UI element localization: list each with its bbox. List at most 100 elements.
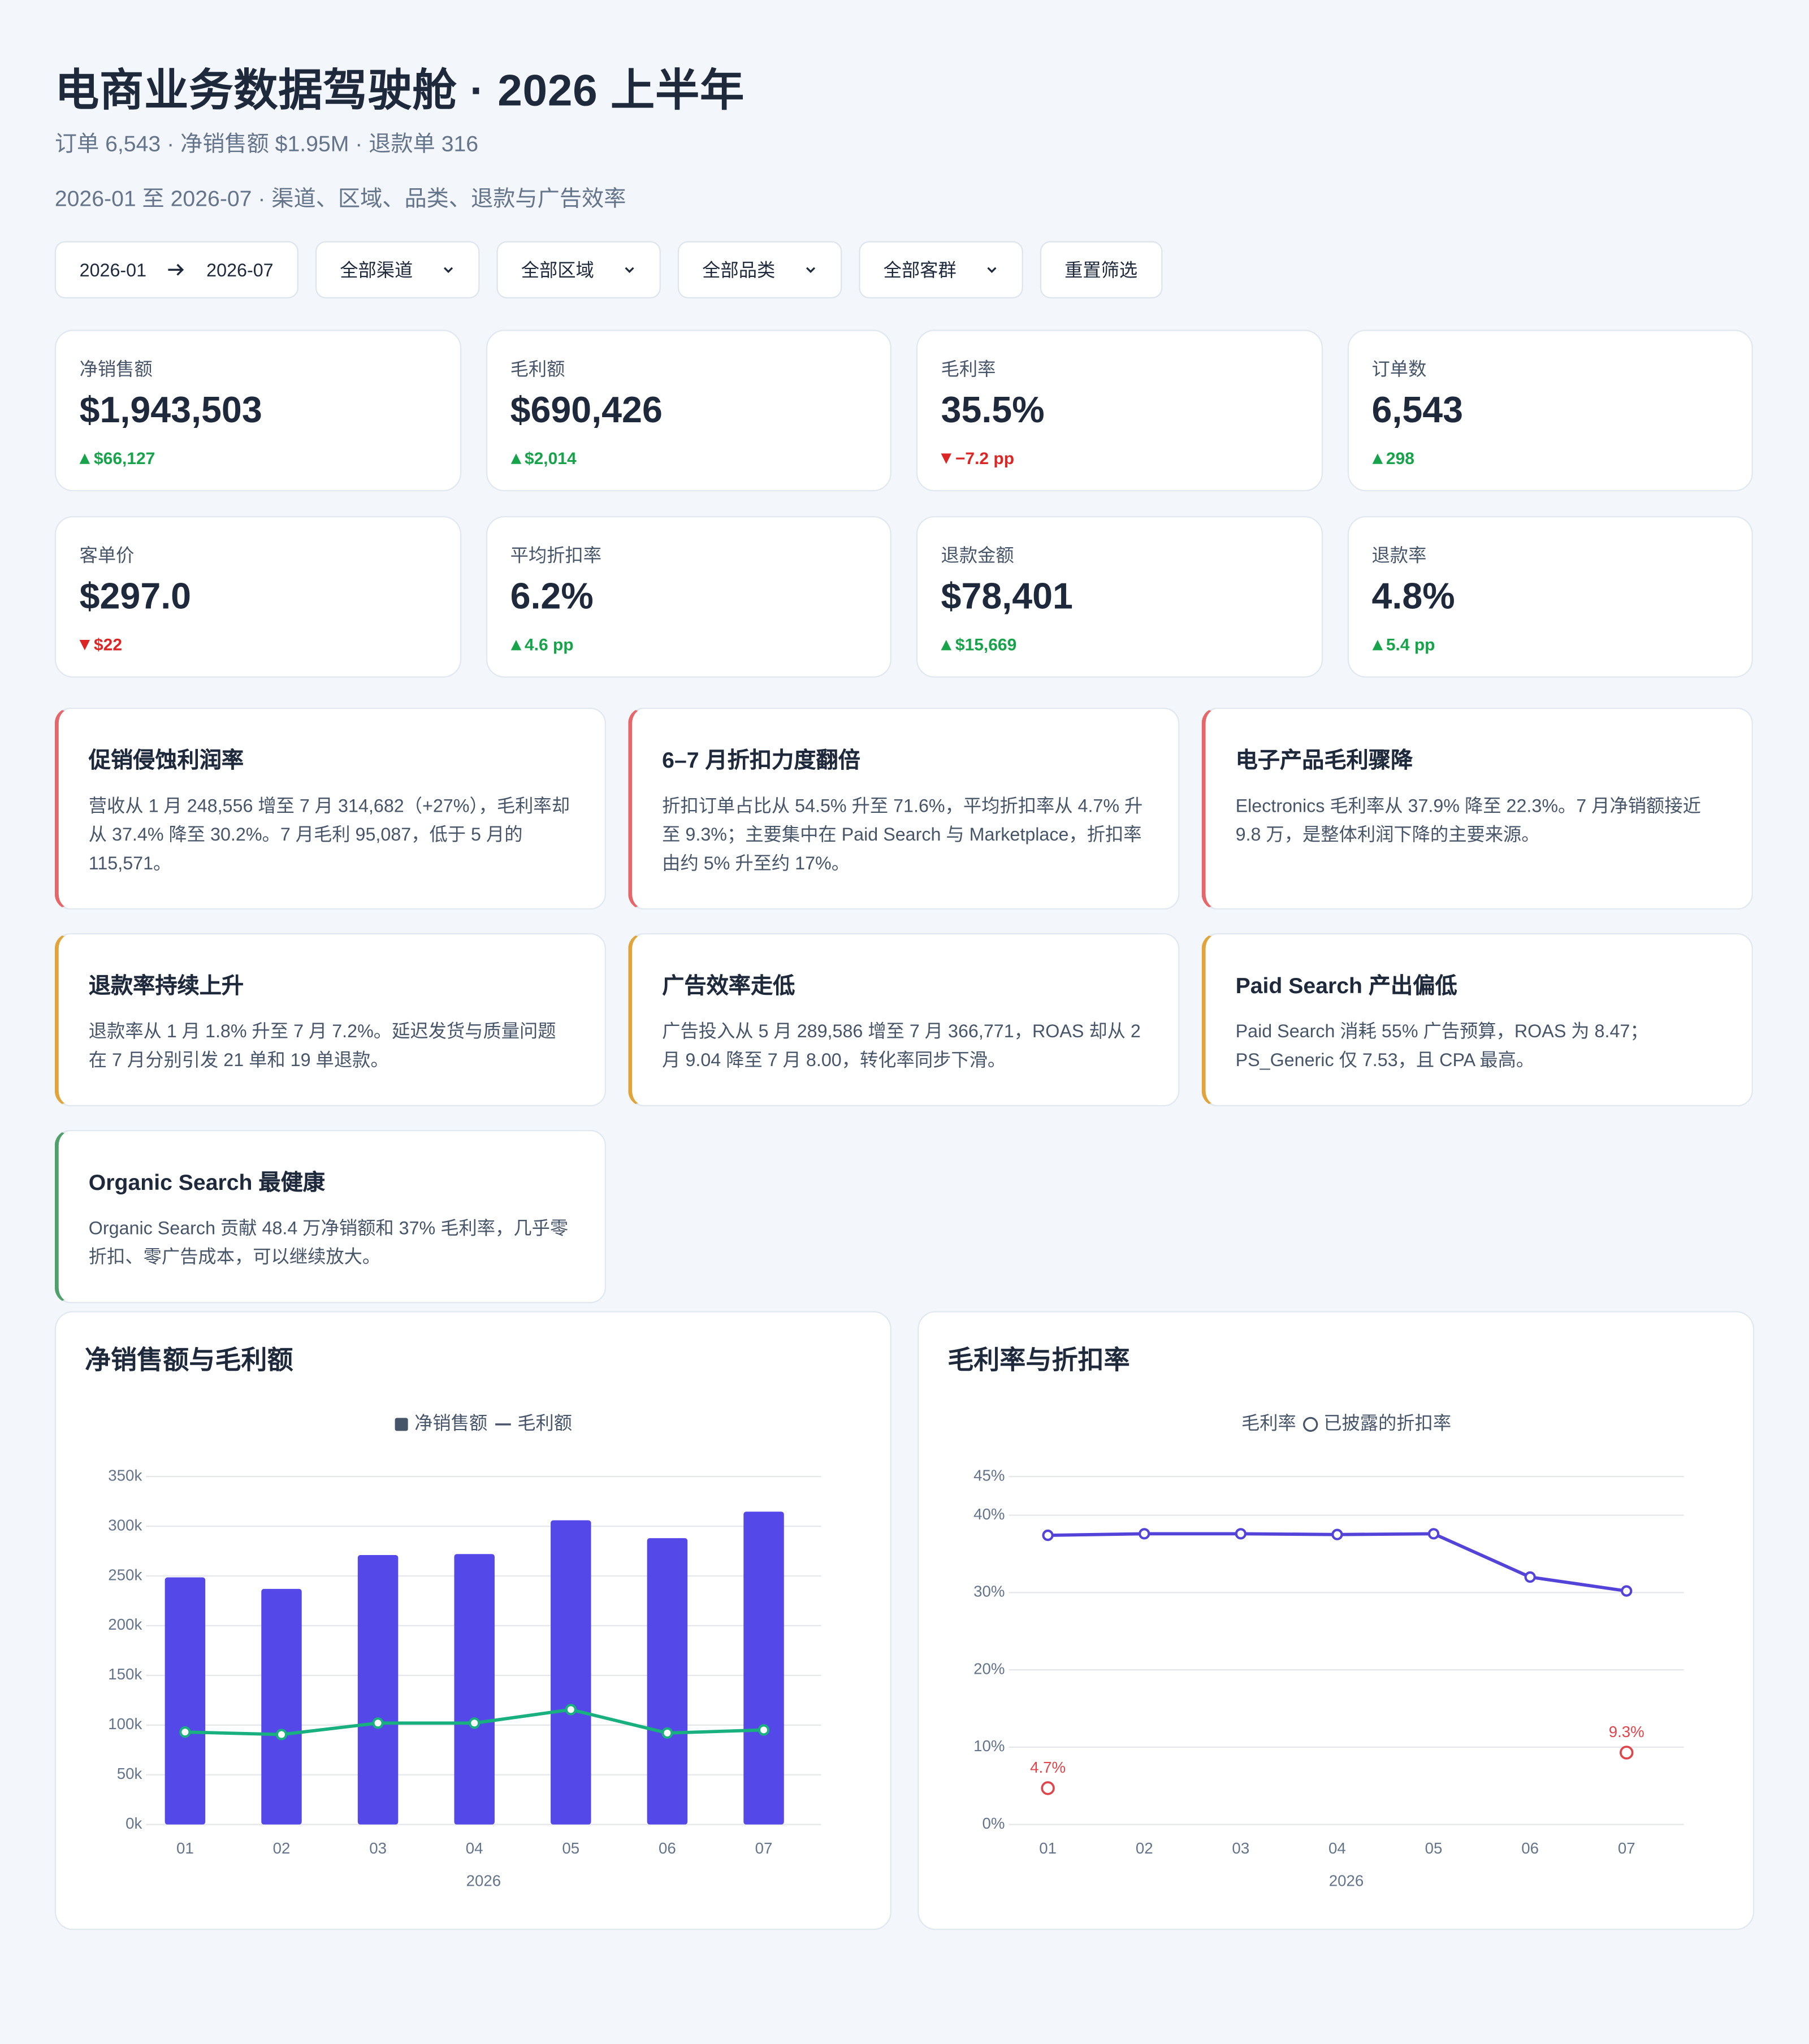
chevron-icon — [443, 267, 453, 273]
insight-text: 营收从 1 月 248,556 增至 7 月 314,682（+27%），毛利率… — [88, 795, 570, 873]
chevron — [986, 267, 997, 273]
insight-card: 促销侵蚀利润率 营收从 1 月 248,556 增至 7 月 314,682（+2… — [54, 707, 607, 910]
y-tick-label: 0k — [125, 1815, 142, 1832]
reset-button[interactable]: 重置筛选 — [1040, 241, 1162, 298]
kpi-delta-value: $15,669 — [955, 634, 1017, 655]
kpi-delta-value: $2,014 — [524, 448, 577, 468]
filter-bar: 2026-01 2026-07 全部渠道 全部区域 全部品类 全部客群 重置筛选 — [54, 241, 1162, 298]
legend-label: 净销售额 — [414, 1413, 487, 1433]
dropdown[interactable]: 全部区域 — [496, 241, 661, 298]
kpi-card: 毛利额 $690,426 $2,014 — [485, 330, 891, 492]
kpi-card: 退款金额 $78,401 $15,669 — [916, 516, 1322, 678]
line-point — [1331, 1528, 1343, 1540]
insight-title: Paid Search 产出偏低 — [1235, 973, 1457, 998]
insight-title: Organic Search 最健康 — [88, 1170, 325, 1196]
dropdown-label: 全部区域 — [521, 259, 594, 280]
kpi-label: 毛利率 — [941, 358, 996, 379]
x-tick-label: 05 — [562, 1839, 579, 1857]
trend-arrow — [941, 639, 952, 650]
kpi-delta: 4.6 pp — [510, 634, 867, 655]
line — [1048, 1532, 1627, 1593]
legend-marker — [395, 1418, 408, 1431]
line-point — [1235, 1528, 1247, 1540]
chart-panel: 毛利率与折扣率 0% 10% 20% 30% 40% 45% 01 02 03 04 05 06 07 20… — [918, 1311, 1755, 1930]
y-tick-label: 50k — [117, 1765, 142, 1782]
y-tick-label: 45% — [973, 1466, 1005, 1484]
legend: 净销售额 毛利额 — [395, 1413, 572, 1433]
insight-text: Paid Search 消耗 55% 广告预算，ROAS 为 8.47；PS_G… — [1235, 1020, 1648, 1070]
kpi-value: $78,401 — [941, 576, 1073, 617]
chevron-icon — [624, 267, 634, 273]
x-tick-label: 07 — [755, 1839, 773, 1857]
subtitle: 2026-01 至 2026-07 · 渠道、区域、品类、退款与广告效率 — [54, 186, 626, 211]
bar — [551, 1520, 591, 1825]
insight-title: 退款率持续上升 — [88, 973, 244, 998]
insight-text: 退款率从 1 月 1.8% 升至 7 月 7.2%。延迟发货与质量问题在 7 月… — [88, 1020, 556, 1070]
x-tick-label: 01 — [1039, 1839, 1057, 1857]
kpi-label: 毛利额 — [510, 358, 565, 379]
y-tick-label: 350k — [108, 1466, 142, 1484]
dropdown[interactable]: 全部品类 — [677, 241, 842, 298]
chart-title: 净销售额与毛利额 — [85, 1345, 293, 1374]
x-tick-label: 02 — [273, 1839, 291, 1857]
date-range[interactable]: 2026-01 2026-07 — [54, 241, 298, 298]
line-point — [1042, 1529, 1054, 1541]
insight-card: Paid Search 产出偏低 Paid Search 消耗 55% 广告预算，… — [1201, 933, 1753, 1107]
kpi-card: 客单价 $297.0 $22 — [54, 516, 461, 678]
kpi-label: 退款金额 — [941, 544, 1014, 566]
y-tick-label: 100k — [108, 1715, 142, 1733]
point — [1041, 1781, 1055, 1795]
kpi-delta-value: 4.6 pp — [524, 634, 574, 655]
kpi-label: 净销售额 — [79, 358, 153, 379]
y-tick-label: 0% — [983, 1815, 1005, 1832]
date-to: 2026-07 — [206, 259, 274, 280]
legend-label: 毛利率 — [1241, 1413, 1296, 1433]
trend-arrow — [510, 639, 521, 650]
page-title: 电商业务数据驾驶舱 · 2026 上半年 — [54, 66, 745, 116]
kpi-card: 退款率 4.8% 5.4 pp — [1347, 516, 1753, 678]
kpi-value: 35.5% — [941, 389, 1045, 430]
line-point — [179, 1726, 191, 1738]
kpi-label: 客单价 — [79, 544, 135, 566]
insight-text: Organic Search 贡献 48.4 万净销额和 37% 毛利率，几乎零… — [88, 1217, 569, 1267]
x-axis-label: 2026 — [1329, 1872, 1364, 1889]
kpi-delta: $22 — [79, 634, 436, 655]
kpi-delta-value: −7.2 pp — [955, 448, 1015, 468]
kpi-delta: $66,127 — [79, 448, 436, 468]
kpi-grid: 净销售额 $1,943,503 $66,127 毛利额 $690,426 $2,014 毛利… — [54, 330, 1753, 678]
line-point — [1139, 1528, 1150, 1540]
insight-card: 广告效率走低 广告投入从 5 月 289,586 增至 7 月 366,771，R… — [628, 933, 1180, 1107]
kpi-label: 订单数 — [1371, 358, 1427, 379]
line-point — [372, 1717, 384, 1729]
trend-arrow — [941, 453, 952, 464]
summary: 订单 6,543 · 净销售额 $1.95M · 退款单 316 — [54, 131, 479, 157]
y-tick-label: 10% — [973, 1737, 1005, 1755]
y-tick-label: 150k — [108, 1665, 142, 1683]
trend-arrow — [79, 453, 90, 464]
x-tick-label: 03 — [369, 1839, 387, 1857]
kpi-label: 平均折扣率 — [510, 544, 601, 566]
kpi-delta-value: $22 — [93, 634, 123, 655]
legend-label: 毛利额 — [517, 1413, 572, 1433]
line-point — [1524, 1571, 1536, 1583]
kpi-delta: $2,014 — [510, 448, 867, 468]
insight-title: 广告效率走低 — [662, 973, 795, 998]
bar — [165, 1577, 206, 1825]
insight-text: 折扣订单占比从 54.5% 升至 71.6%，平均折扣率从 4.7% 升至 9.… — [662, 795, 1143, 873]
point — [1620, 1746, 1634, 1760]
chart-title: 毛利率与折扣率 — [947, 1345, 1130, 1374]
bar — [743, 1512, 784, 1825]
dropdown[interactable]: 全部客群 — [858, 241, 1023, 298]
arrow-icon — [168, 263, 185, 276]
dropdown[interactable]: 全部渠道 — [315, 241, 479, 298]
insight-card: 电子产品毛利骤降 Electronics 毛利率从 37.9% 降至 22.3%。… — [1201, 707, 1753, 910]
kpi-card: 订单数 6,543 298 — [1347, 330, 1753, 492]
line-point — [469, 1717, 481, 1729]
kpi-value: 4.8% — [1371, 576, 1455, 617]
kpi-delta-value: 298 — [1386, 448, 1414, 468]
y-tick-label: 40% — [973, 1505, 1005, 1523]
line-point — [1621, 1585, 1633, 1597]
bar — [261, 1588, 302, 1825]
chevron-icon — [806, 267, 815, 273]
kpi-value: 6.2% — [510, 576, 594, 617]
